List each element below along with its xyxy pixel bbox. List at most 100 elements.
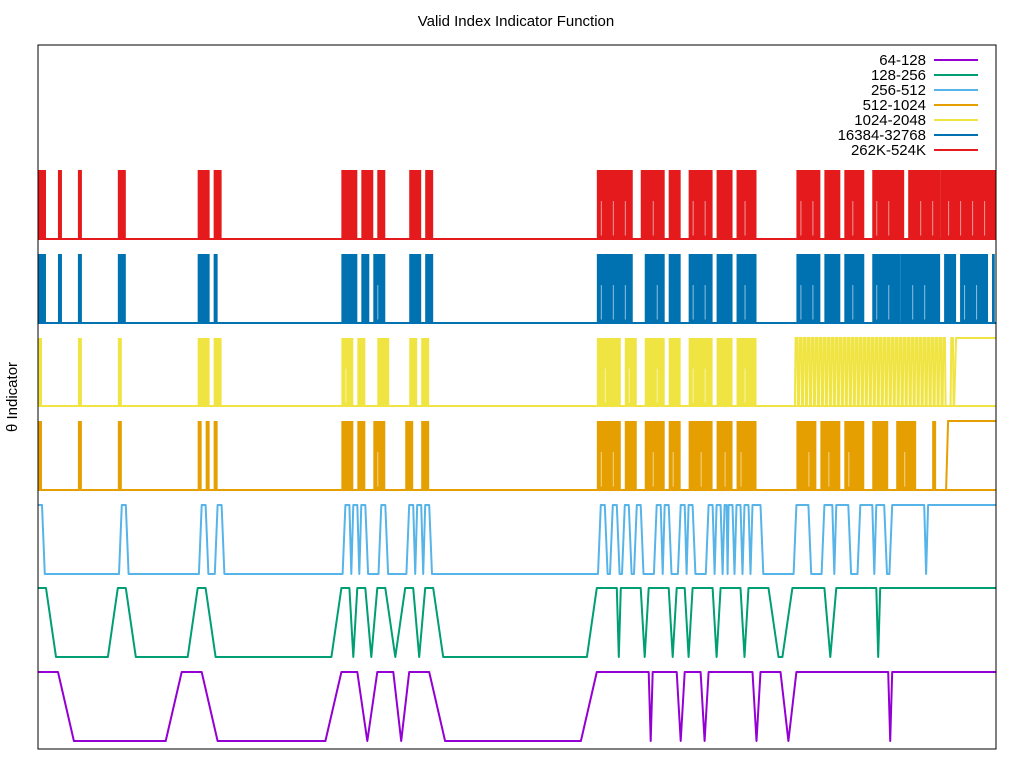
series-gap-16384-32768-11-1 [600, 285, 602, 320]
series-gap-16384-32768-11-7 [624, 285, 626, 320]
series-cluster-1024-2048-16 [736, 338, 757, 406]
series-cluster-16384-32768-6 [341, 254, 358, 323]
series-cluster-16384-32768-2 [77, 254, 82, 323]
series-cluster-262K-524K-11 [596, 170, 633, 239]
series-line-128-256 [38, 587, 996, 658]
series-cluster-262K-524K-9 [409, 170, 422, 239]
series-cluster-16384-32768-24 [992, 254, 995, 323]
series-spike-1024-2048-1 [797, 337, 803, 407]
series-cluster-1024-2048-13 [668, 338, 681, 406]
series-cluster-512-1024-2 [117, 421, 122, 490]
series-gap-16384-32768-23-1 [964, 285, 966, 320]
series-spike-1024-2048-28 [905, 337, 911, 407]
plot-frame [37, 44, 997, 750]
series-cluster-512-1024-9 [405, 421, 414, 490]
series-gap-1024-2048-5-1 [345, 368, 347, 403]
series-gap-262K-524K-22-11 [984, 201, 986, 236]
series-spike-1024-2048-17 [861, 337, 867, 407]
series-cluster-512-1024-4 [205, 421, 210, 490]
legend-label-64-128: 64-128 [879, 52, 926, 69]
series-spike-1024-2048-3 [805, 337, 811, 407]
series-spike-1024-2048-35 [933, 337, 939, 407]
series-spike-1024-2048-24 [889, 337, 895, 407]
series-gap-262K-524K-19-2 [852, 201, 854, 236]
series-gap-262K-524K-21-3 [920, 201, 922, 236]
y-axis-label: θ Indicator [4, 362, 21, 432]
legend: 64-128128-256256-512512-10241024-2048163… [838, 52, 978, 159]
series-gap-512-1024-20-1 [848, 452, 850, 487]
series-group-16384-32768 [38, 254, 996, 324]
legend-label-1024-2048: 1024-2048 [854, 112, 926, 129]
series-spike-1024-2048-32 [921, 337, 927, 407]
series-spike-1024-2048-7 [821, 337, 827, 407]
series-gap-512-1024-18-3 [808, 452, 810, 487]
series-cluster-512-1024-12 [624, 421, 637, 490]
series-gap-262K-524K-22-2 [948, 201, 950, 236]
series-spike-1024-2048-14 [849, 337, 855, 407]
series-cluster-1024-2048-12 [644, 338, 665, 406]
series-cluster-512-1024-17 [736, 421, 757, 490]
series-line-64-128 [38, 671, 996, 742]
series-cluster-16384-32768-19 [844, 254, 865, 323]
series-gap-16384-32768-11-4 [612, 285, 614, 320]
series-cluster-512-1024-20 [844, 421, 865, 490]
series-spike-1024-2048-6 [817, 337, 823, 407]
series-cluster-1024-2048-10 [596, 338, 621, 406]
series-cluster-512-1024-22 [896, 421, 917, 490]
series-gap-1024-2048-11-1 [628, 368, 630, 403]
series-spike-1024-2048-30 [913, 337, 919, 407]
series-spike-1024-2048-23 [885, 337, 891, 407]
series-cluster-512-1024-1 [77, 421, 82, 490]
series-gap-262K-524K-17-4 [812, 201, 814, 236]
series-gap-262K-524K-21-6 [932, 201, 934, 236]
series-cluster-16384-32768-12 [644, 254, 665, 323]
series-gap-512-1024-11-1 [600, 452, 602, 487]
series-cluster-262K-524K-18 [824, 170, 841, 239]
series-cluster-262K-524K-15 [716, 170, 733, 239]
series-gap-16384-32768-17-1 [800, 285, 802, 320]
series-cluster-262K-524K-1 [57, 170, 62, 239]
series-cluster-262K-524K-19 [844, 170, 865, 239]
series-cluster-16384-32768-21 [900, 254, 941, 323]
series-segment-1024-2048-0 [953, 337, 996, 407]
series-cluster-16384-32768-1 [57, 254, 62, 323]
series-spike-1024-2048-8 [825, 337, 831, 407]
series-spike-1024-2048-16 [857, 337, 863, 407]
series-spike-1024-2048-34 [929, 337, 935, 407]
series-cluster-16384-32768-4 [197, 254, 210, 323]
series-cluster-262K-524K-3 [117, 170, 126, 239]
series-gap-512-1024-16-2 [724, 452, 726, 487]
series-cluster-262K-524K-10 [425, 170, 434, 239]
series-segment-512-1024-0 [945, 420, 996, 491]
series-cluster-16384-32768-11 [596, 254, 633, 323]
series-gap-512-1024-8-1 [377, 452, 379, 487]
series-cluster-262K-524K-7 [361, 170, 374, 239]
series-cluster-262K-524K-20 [872, 170, 905, 239]
series-gap-1024-2048-10-2 [604, 368, 606, 403]
series-spike-1024-2048-33 [925, 337, 931, 407]
series-cluster-16384-32768-5 [213, 254, 218, 323]
series-cluster-512-1024-11 [596, 421, 621, 490]
series-cluster-512-1024-0 [38, 421, 42, 490]
series-cluster-1024-2048-0 [38, 338, 42, 406]
series-cluster-1024-2048-5 [341, 338, 354, 406]
legend-label-16384-32768: 16384-32768 [838, 127, 926, 144]
series-gap-16384-32768-16-2 [744, 285, 746, 320]
series-cluster-512-1024-18 [796, 421, 817, 490]
series-cluster-16384-32768-9 [409, 254, 422, 323]
series-gap-1024-2048-14-1 [692, 368, 694, 403]
series-line-256-512 [38, 504, 996, 575]
series-gap-16384-32768-19-2 [852, 285, 854, 320]
series-cluster-16384-32768-22 [944, 254, 957, 323]
series-spike-1024-2048-10 [833, 337, 839, 407]
series-cluster-262K-524K-12 [640, 170, 665, 239]
series-cluster-512-1024-21 [872, 421, 889, 490]
series-cluster-16384-32768-0 [38, 254, 46, 323]
series-gap-16384-32768-20-1 [876, 285, 878, 320]
series-spike-1024-2048-12 [841, 337, 847, 407]
series-group-1024-2048 [38, 337, 996, 407]
series-cluster-16384-32768-14 [688, 254, 713, 323]
legend-label-512-1024: 512-1024 [863, 97, 926, 114]
series-spike-1024-2048-19 [869, 337, 875, 407]
series-spike-1024-2048-38 [949, 337, 955, 407]
